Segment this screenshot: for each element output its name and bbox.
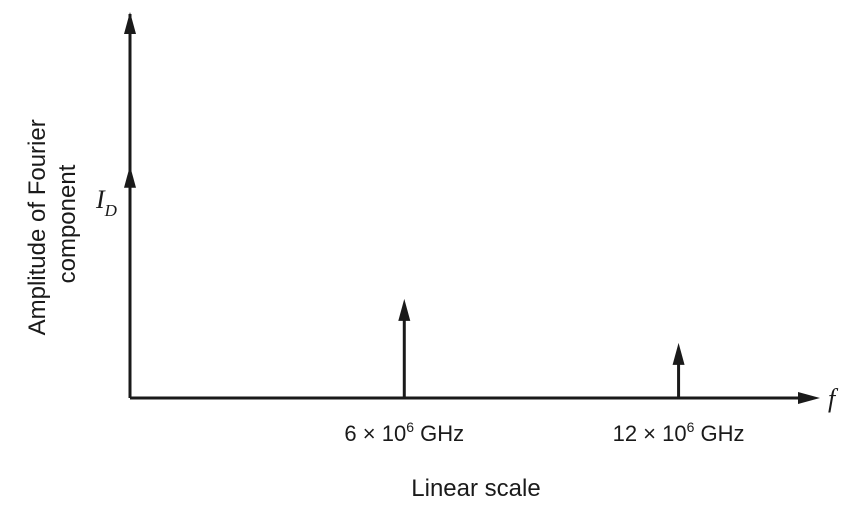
dc-component-label: ID	[95, 185, 118, 220]
dc-label-symbol: I	[95, 185, 106, 214]
spectral-line-arrowhead-1	[398, 298, 411, 321]
x-axis-symbol: f	[828, 384, 839, 413]
x-axis-arrowhead	[798, 392, 820, 404]
y-axis-label-line-2: component	[54, 164, 81, 283]
x-axis-label: Linear scale	[411, 475, 540, 502]
spectral-line-arrowhead-0	[124, 165, 136, 188]
y-axis-label: Amplitude of Fourier component	[24, 113, 81, 336]
y-axis-arrowhead	[124, 12, 136, 34]
y-axis-label-line-1: Amplitude of Fourier	[24, 119, 51, 335]
dc-label-subscript: D	[104, 201, 118, 220]
spectral-line-arrowhead-2	[672, 342, 685, 365]
x-tick-labels: 6 × 106 GHz 12 × 106 GHz	[344, 419, 744, 446]
x-tick-label-1: 6 × 106 GHz	[344, 419, 464, 446]
x-tick-label-2: 12 × 106 GHz	[613, 419, 745, 446]
spectral-lines	[124, 165, 685, 398]
